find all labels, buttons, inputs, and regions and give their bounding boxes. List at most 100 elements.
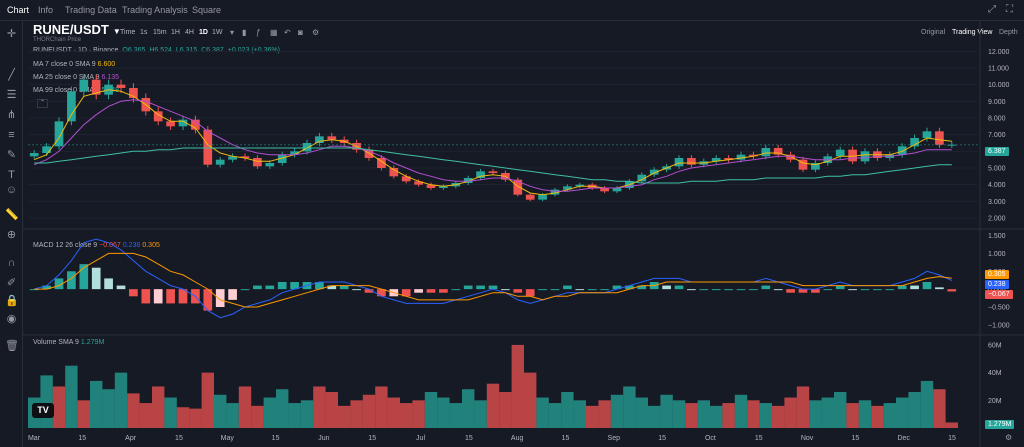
candle-body — [525, 194, 535, 200]
ohlc-legend: RUNEUSDT · 1D · Binance O6.365 H6.524 L6… — [33, 47, 280, 54]
candle-body — [910, 138, 919, 147]
volume-bar — [573, 400, 586, 428]
x-axis-label: May — [221, 435, 235, 442]
lock-draw-icon[interactable]: ✐ — [6, 277, 17, 289]
view-depth[interactable]: Depth — [999, 29, 1018, 36]
timeframe-1w[interactable]: 1W — [212, 29, 223, 36]
timeframe-time[interactable]: Time — [120, 29, 136, 36]
candle-body — [265, 163, 275, 167]
x-axis-label: Sep — [608, 435, 621, 442]
timeframe-1s[interactable]: 1s — [140, 29, 148, 36]
tab-chart[interactable]: Chart — [7, 5, 30, 15]
trend-line-icon[interactable]: ╱ — [8, 69, 15, 81]
fullscreen-icon[interactable]: ⛶ — [1006, 4, 1013, 15]
pitchfork-icon[interactable]: ⋔ — [6, 109, 17, 121]
macd-hist-value: −0.067 — [99, 242, 121, 249]
price-axis-label: 3.000 — [988, 199, 1006, 206]
candle-type-icon[interactable]: ▮ — [242, 28, 247, 37]
tab-square[interactable]: Square — [192, 5, 222, 15]
settings-icon[interactable]: ⚙ — [312, 28, 320, 37]
brush-icon[interactable]: ✎ — [6, 149, 17, 161]
volume-bar — [462, 389, 475, 428]
candle-body — [290, 151, 299, 155]
view-trading-view[interactable]: Trading View — [952, 29, 993, 36]
candle-body — [364, 149, 374, 158]
tab-info[interactable]: Info — [38, 5, 54, 15]
macd-histogram-bar — [290, 282, 299, 290]
fib-icon[interactable]: ≡ — [8, 129, 15, 141]
expand-icon[interactable]: ⤢ — [988, 4, 996, 15]
candle-body — [91, 79, 101, 95]
tab-trading-analysis[interactable]: Trading Analysis — [122, 5, 188, 15]
template-icon[interactable]: ▦ — [270, 28, 278, 37]
symbol-selector[interactable]: RUNE/USDT ▼ — [33, 22, 121, 37]
price-axis-label: 2.000 — [988, 216, 1006, 223]
volume-bar — [350, 400, 363, 428]
candle-body — [277, 154, 287, 163]
volume-bar — [933, 389, 946, 428]
macd-histogram-bar — [873, 289, 882, 291]
candle-body — [153, 111, 163, 122]
macd-histogram-bar — [736, 289, 746, 291]
macd-histogram-bar — [625, 285, 634, 290]
macd-histogram-bar — [798, 289, 808, 293]
symbol-subtitle: THORChain Price — [33, 37, 82, 43]
tradingview-logo[interactable]: TV — [32, 403, 54, 418]
text-icon[interactable]: T — [8, 169, 15, 181]
volume-bar — [102, 389, 115, 428]
indicators-icon[interactable]: ƒ — [256, 28, 261, 37]
timeframe-1d[interactable]: 1D — [199, 29, 208, 36]
eye-icon[interactable]: ◉ — [6, 313, 17, 325]
ma7-value: 6.600 — [97, 61, 116, 68]
volume-bar — [548, 403, 562, 428]
chevron-down-icon[interactable]: ▾ — [230, 28, 235, 37]
candle-body — [253, 158, 262, 167]
horizontal-lines-icon[interactable]: ☰ — [6, 89, 17, 101]
macd-histogram-bar — [600, 289, 609, 291]
ma25-line — [34, 99, 952, 192]
candle-body — [761, 148, 771, 157]
macd-histogram-bar — [501, 289, 510, 291]
candle-body — [439, 186, 448, 188]
macd-histogram-bar — [228, 289, 237, 300]
candle-body — [749, 154, 758, 157]
tab-trading-data[interactable]: Trading Data — [65, 5, 117, 15]
macd-histogram-bar — [587, 289, 597, 291]
ma25-value: 6.135 — [101, 74, 120, 81]
volume-bar — [772, 405, 785, 428]
candle-body — [315, 136, 324, 143]
legend-close: C6.387 — [201, 47, 224, 54]
volume-bar — [90, 380, 103, 428]
crosshair-icon[interactable]: ✛ — [6, 28, 17, 40]
lock-icon[interactable]: 🔒 — [5, 295, 19, 307]
price-axis-label: 9.000 — [988, 99, 1006, 106]
macd-histogram-bar — [439, 289, 448, 293]
volume-bar — [685, 403, 698, 428]
macd-histogram-bar — [525, 289, 535, 297]
magnet-icon[interactable]: ∩ — [7, 257, 16, 269]
camera-icon[interactable]: ◙ — [298, 28, 303, 37]
ma7-label: MA 7 close 0 SMA 9 — [33, 61, 96, 68]
candle-body — [54, 121, 64, 147]
candle-body — [575, 184, 585, 187]
timeframe-1h[interactable]: 1H — [171, 29, 180, 36]
emoji-icon[interactable]: ☺ — [5, 184, 18, 196]
ma25-label: MA 25 close 0 SMA 9 — [33, 74, 100, 81]
timeframe-4h[interactable]: 4H — [185, 29, 194, 36]
undo-icon[interactable]: ↶ — [284, 28, 291, 37]
volume-bar — [201, 372, 214, 428]
macd-histogram-bar — [476, 285, 485, 290]
view-original[interactable]: Original — [921, 29, 946, 36]
candle-body — [191, 119, 200, 130]
ruler-icon[interactable]: 📏 — [5, 209, 19, 221]
top-navigation: Chart Info Trading Data Trading Analysis… — [0, 0, 1024, 21]
volume-bar — [114, 372, 128, 428]
timeframe-15m[interactable]: 15m — [153, 29, 167, 36]
zoom-icon[interactable]: ⊕ — [6, 229, 17, 241]
collapse-legend-icon[interactable]: ⌃ — [37, 99, 48, 108]
trash-icon[interactable]: 🗑 — [5, 340, 19, 352]
price-axis-label: 10.000 — [988, 82, 1010, 89]
volume-bar — [52, 386, 66, 428]
settings-icon[interactable]: ⚙ — [1005, 433, 1013, 442]
